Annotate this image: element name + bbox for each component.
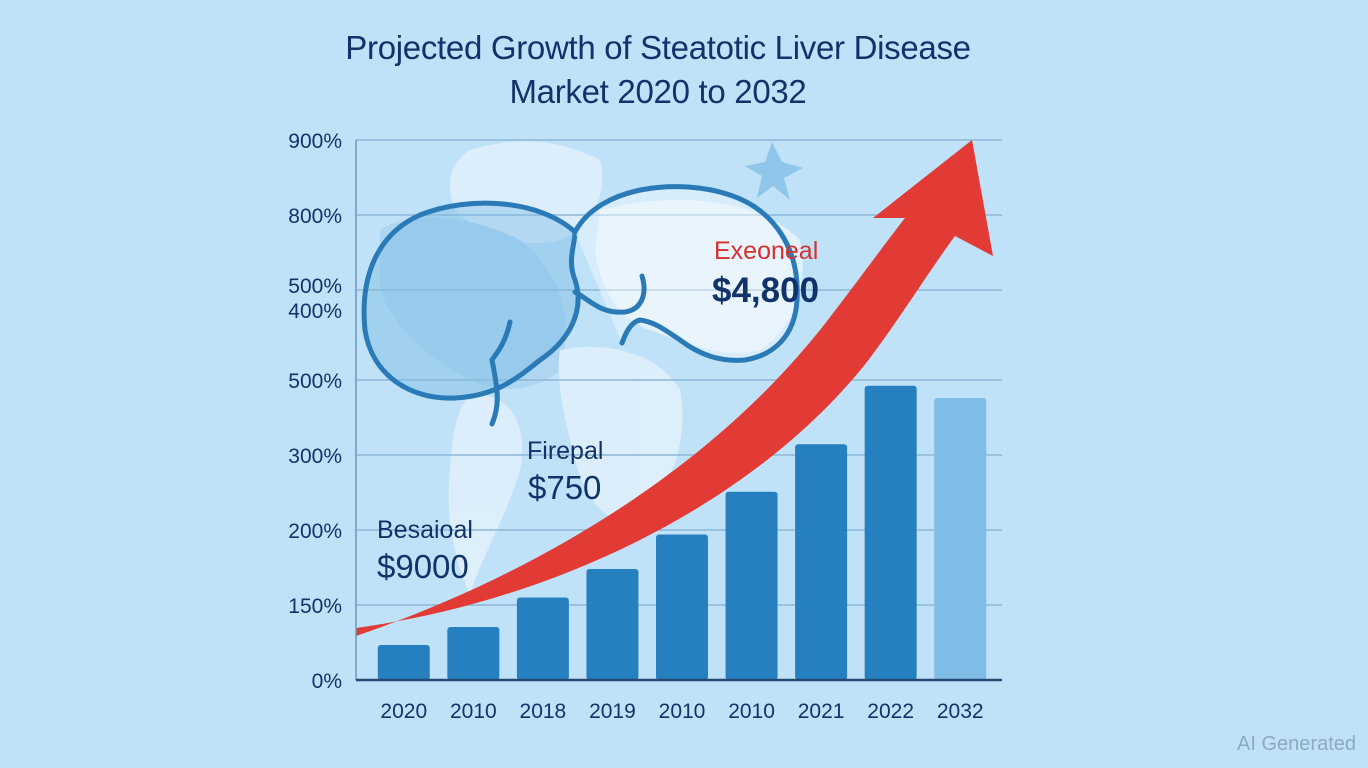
- annotation-label: Firepal: [527, 437, 603, 465]
- liver-illustration: [361, 184, 800, 427]
- trend-arrow: [356, 140, 993, 636]
- x-tick-label: 2010: [450, 700, 497, 723]
- y-tick-label: 200%: [288, 520, 342, 543]
- y-tick-label: 900%: [288, 130, 342, 153]
- bar-2032: [934, 398, 987, 680]
- annotation-firepal: Firepal $750: [527, 437, 603, 506]
- annotation-value: $750: [528, 469, 601, 506]
- y-tick-label: 300%: [288, 445, 342, 468]
- x-tick-label: 2019: [589, 700, 636, 723]
- bar-2019: [586, 569, 639, 680]
- bars: [377, 385, 987, 680]
- chart-subtitle: Market 2020 to 2032: [509, 73, 807, 110]
- x-tick-label: 2018: [520, 700, 567, 723]
- x-tick-label: 2020: [380, 700, 427, 723]
- axes: [355, 140, 1002, 682]
- chart-title: Projected Growth of Steatotic Liver Dise…: [0, 26, 1316, 114]
- annotation-label: Besaioal: [377, 516, 473, 544]
- y-axis-labels: 900%800%500%400%500%300%200%150%0%: [288, 130, 342, 693]
- y-tick-label: 0%: [312, 670, 342, 693]
- bar-2021: [795, 444, 848, 680]
- x-tick-label: 2032: [937, 700, 984, 723]
- y-tick-label: 150%: [288, 595, 342, 618]
- bar-2010: [656, 534, 708, 680]
- x-tick-label: 2010: [728, 700, 775, 723]
- chart-title-line1: Projected Growth of Steatotic Liver Dise…: [345, 29, 971, 66]
- annotation-besaioal: Besaioal $9000: [377, 516, 473, 585]
- y-tick-label: 800%: [288, 205, 342, 228]
- annotation-label: Exeoneal: [714, 237, 818, 265]
- annotation-value: $4,800: [712, 271, 819, 310]
- bar-2010: [447, 627, 500, 680]
- y-tick-label: 400%: [288, 300, 342, 323]
- x-tick-label: 2022: [867, 700, 914, 723]
- x-tick-label: 2010: [659, 700, 706, 723]
- x-axis-labels: 2020 2010 2018 2019 2010 2010 2021 2022 2032: [380, 700, 983, 723]
- bar-2022: [864, 385, 917, 680]
- x-tick-label: 2021: [798, 700, 845, 723]
- annotation-exeoneal: Exeoneal $4,800: [712, 237, 819, 310]
- annotation-value: $9000: [377, 548, 469, 585]
- bar-2010: [725, 491, 778, 680]
- bar-2018: [516, 597, 569, 680]
- y-tick-label: 500%: [288, 370, 342, 393]
- bar-2020: [377, 645, 430, 680]
- watermark: AI Generated: [1237, 733, 1356, 755]
- y-tick-label: 500%: [288, 275, 342, 298]
